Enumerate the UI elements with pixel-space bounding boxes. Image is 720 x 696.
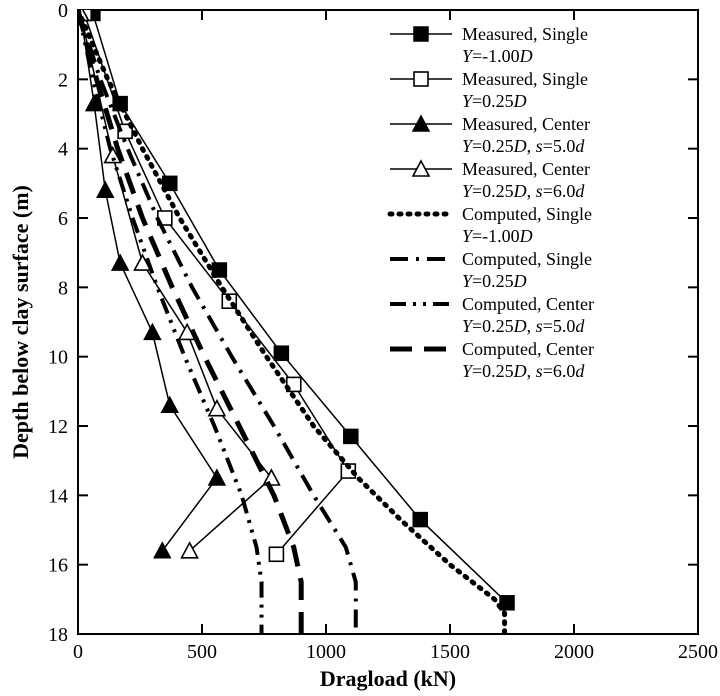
x-tick-label: 500: [187, 641, 217, 663]
series-measured_single_y-1: [86, 6, 514, 609]
y-tick-label: 16: [48, 555, 68, 577]
x-axis-label: Dragload (kN): [320, 666, 456, 691]
x-tick-label: 0: [73, 641, 83, 663]
series-line: [80, 13, 271, 550]
series-line: [93, 13, 507, 602]
legend-sublabel: Y=0.25D: [462, 271, 527, 291]
legend-sublabel: Y=0.25D, s=5.0d: [462, 136, 585, 156]
chart-svg: 0 500 1000 1500 2000 2500 0 2 4 6 8 10 12 14 16 18 Dragl…: [0, 0, 720, 696]
legend-sublabel: Y=0.25D, s=6.0d: [462, 361, 585, 381]
series-line: [78, 10, 301, 634]
x-tick-label: 1000: [306, 641, 346, 663]
marker-tri-filled: [144, 324, 160, 339]
y-tick-label: 14: [48, 485, 68, 507]
marker-tri-filled: [162, 397, 178, 412]
y-tick-label: 10: [48, 347, 68, 369]
legend-label: Computed, Center: [462, 339, 594, 359]
plot-area: [72, 5, 514, 634]
legend-sublabel: Y=0.25D, s=6.0d: [462, 181, 585, 201]
y-tick-label: 4: [58, 139, 68, 161]
series-line: [78, 10, 505, 634]
x-tick-label: 1500: [430, 641, 470, 663]
legend-label: Computed, Center: [462, 294, 594, 314]
marker-tri-open: [209, 401, 225, 416]
marker-square-filled: [414, 27, 428, 41]
marker-tri-filled: [154, 543, 170, 558]
marker-tri-filled: [112, 255, 128, 270]
legend-label: Measured, Center: [462, 114, 590, 134]
legend-label: Computed, Single: [462, 249, 592, 269]
marker-square-open: [414, 72, 428, 86]
marker-square-filled: [344, 429, 358, 443]
x-tick-label: 2500: [678, 641, 718, 663]
marker-tri-filled: [97, 182, 113, 197]
legend-sublabel: Y=0.25D: [462, 91, 527, 111]
marker-square-filled: [274, 346, 288, 360]
y-tick-label: 18: [48, 624, 68, 646]
y-tick-label: 0: [58, 0, 68, 22]
legend: Measured, SingleY=-1.00DMeasured, Single…: [390, 24, 594, 381]
legend-sublabel: Y=0.25D, s=5.0d: [462, 316, 585, 336]
series-measured_center_s5: [72, 5, 224, 557]
y-tick-label: 2: [58, 69, 68, 91]
y-tick-label: 6: [58, 208, 68, 230]
legend-label: Measured, Single: [462, 24, 588, 44]
series-computed_single_y-1: [78, 10, 505, 634]
y-tick-label: 12: [48, 416, 68, 438]
marker-square-open: [269, 547, 283, 561]
series-computed_center_s6: [78, 10, 301, 634]
legend-label: Measured, Single: [462, 69, 588, 89]
legend-label: Computed, Single: [462, 204, 592, 224]
legend-sublabel: Y=-1.00D: [462, 226, 533, 246]
x-tick-label: 2000: [554, 641, 594, 663]
y-axis-label: Depth below clay surface (m): [8, 185, 33, 459]
legend-sublabel: Y=-1.00D: [462, 46, 533, 66]
marker-square-filled: [413, 513, 427, 527]
legend-label: Measured, Center: [462, 159, 590, 179]
marker-tri-filled: [209, 470, 225, 485]
y-tick-label: 8: [58, 277, 68, 299]
chart-container: 0 500 1000 1500 2000 2500 0 2 4 6 8 10 12 14 16 18 Dragl…: [0, 0, 720, 696]
